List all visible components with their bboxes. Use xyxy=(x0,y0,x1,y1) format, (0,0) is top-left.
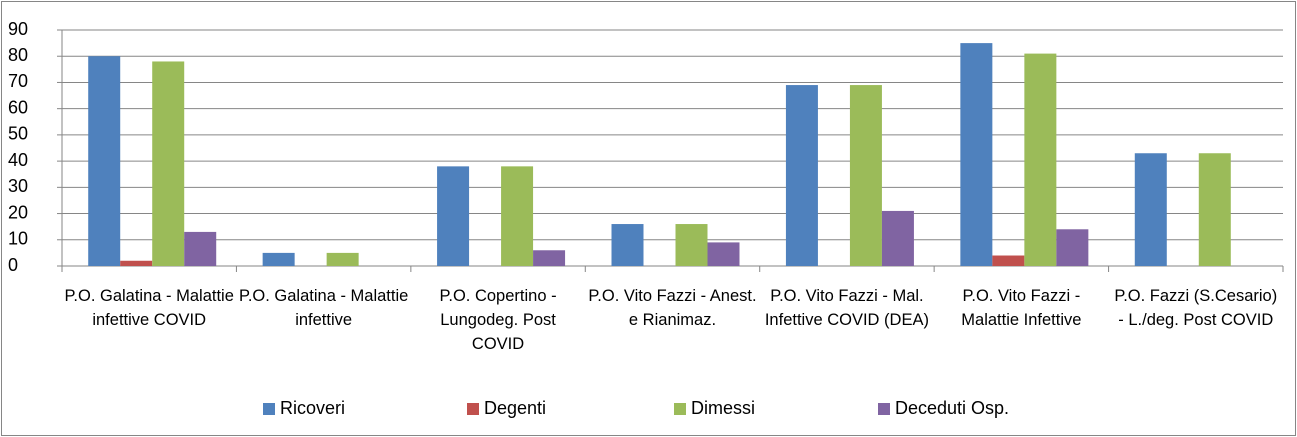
bar xyxy=(675,224,708,266)
bar xyxy=(184,231,217,266)
bar xyxy=(960,43,993,266)
x-tick-label: P.O. Galatina - Malattie infettive xyxy=(238,287,409,329)
y-tick-label: 50 xyxy=(8,124,28,144)
y-tick-label: 60 xyxy=(8,97,28,117)
y-tick-label: 10 xyxy=(8,229,28,249)
legend-swatch xyxy=(467,403,479,415)
bar xyxy=(501,166,534,266)
bar xyxy=(88,56,121,266)
legend-swatch xyxy=(263,403,275,415)
bar xyxy=(437,166,470,266)
bar xyxy=(152,61,185,266)
legend-label: Deceduti Osp. xyxy=(895,398,1009,418)
y-tick-label: 80 xyxy=(8,45,28,65)
y-tick-label: 40 xyxy=(8,150,28,170)
x-tick-label: P.O. Copertino - Lungodeg. Post COVID xyxy=(439,287,557,353)
legend-swatch xyxy=(674,403,686,415)
bar xyxy=(1056,229,1089,266)
bar xyxy=(1198,153,1231,266)
x-tick-label: P.O. Vito Fazzi - Mal. Infettive COVID (… xyxy=(764,287,929,329)
bar xyxy=(1024,53,1057,266)
y-tick-label: 90 xyxy=(8,19,28,39)
x-tick-label: P.O. Vito Fazzi - Anest. e Rianimaz. xyxy=(588,287,757,329)
bar xyxy=(533,250,566,266)
y-tick-label: 0 xyxy=(8,255,18,275)
bar xyxy=(1134,153,1167,266)
legend-label: Ricoveri xyxy=(280,398,345,418)
legend-label: Dimessi xyxy=(691,398,755,418)
bar xyxy=(849,85,882,266)
bar xyxy=(120,260,153,266)
y-tick-label: 70 xyxy=(8,71,28,91)
bar xyxy=(992,255,1025,266)
bar xyxy=(611,224,644,266)
bar xyxy=(785,85,818,266)
y-tick-label: 30 xyxy=(8,176,28,196)
legend-label: Degenti xyxy=(484,398,546,418)
bar xyxy=(262,252,295,266)
bar xyxy=(707,242,740,266)
y-tick-label: 20 xyxy=(8,202,28,222)
x-tick-label: P.O. Vito Fazzi - Malattie Infettive xyxy=(961,287,1082,329)
x-tick-label: P.O. Galatina - Malattie infettive COVID xyxy=(64,287,234,329)
bar xyxy=(881,210,914,266)
legend-swatch xyxy=(878,403,890,415)
x-tick-label: P.O. Fazzi (S.Cesario) - L./deg. Post CO… xyxy=(1114,287,1278,329)
bar xyxy=(326,252,359,266)
